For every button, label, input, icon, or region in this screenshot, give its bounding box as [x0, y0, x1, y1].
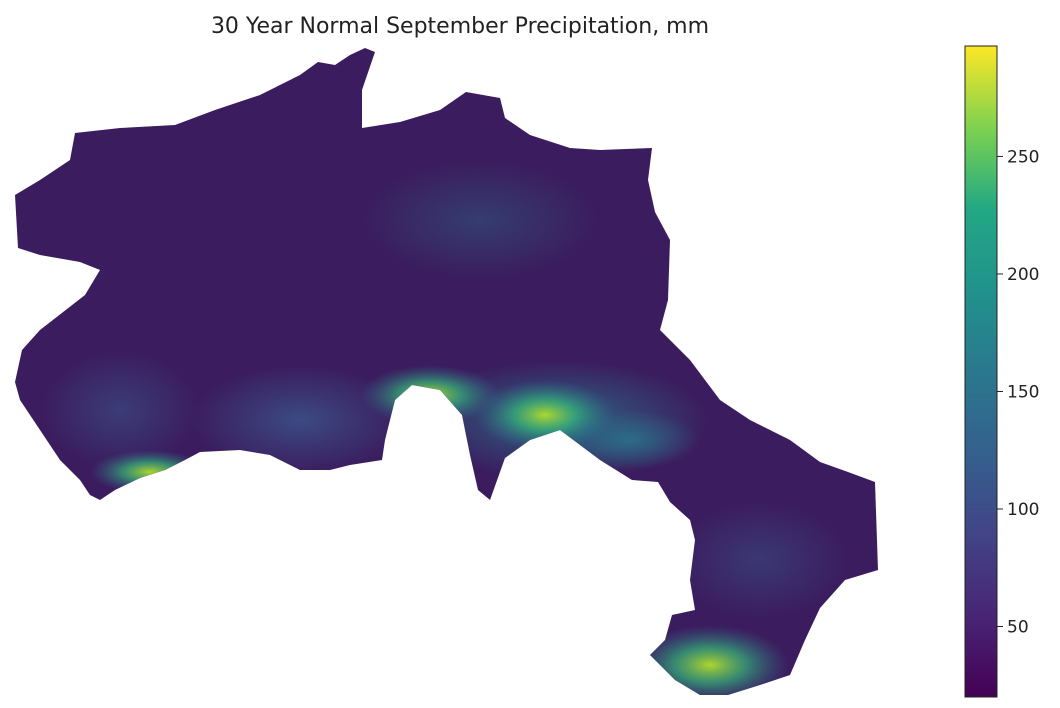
- map-shade-north: [360, 160, 600, 280]
- map-shade-southeast: [670, 500, 850, 620]
- colorbar-gradient: [964, 45, 998, 698]
- map-shade-southwest: [40, 350, 200, 470]
- colorbar-ticks: 50 100 150 200 250: [997, 147, 1039, 637]
- chart-title: 30 Year Normal September Precipitation, …: [211, 14, 709, 39]
- map-shading: [40, 160, 850, 695]
- map-high-southwest: [90, 450, 210, 494]
- colorbar: 50 100 150 200 250: [964, 45, 1039, 698]
- colorbar-tick-label: 50: [1007, 617, 1029, 637]
- map-shade-west: [190, 365, 410, 475]
- colorbar-tick-label: 200: [1007, 265, 1039, 285]
- map-high-south: [630, 625, 790, 695]
- colorbar-tick-label: 250: [1007, 147, 1039, 167]
- colorbar-tick-label: 150: [1007, 382, 1039, 402]
- precipitation-map: [15, 48, 878, 695]
- map-ridge-east: [560, 410, 700, 470]
- colorbar-tick-label: 100: [1007, 500, 1039, 520]
